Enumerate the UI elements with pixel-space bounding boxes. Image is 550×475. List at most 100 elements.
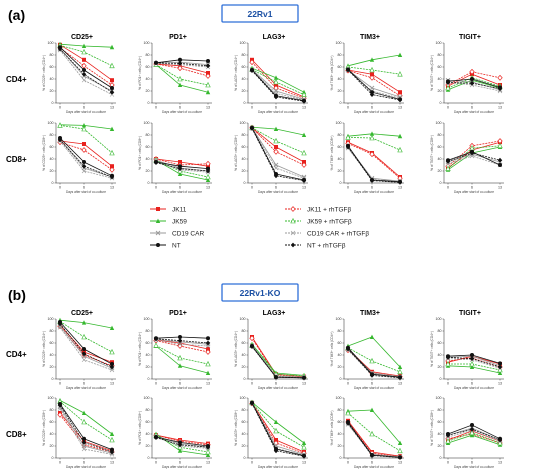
series-line [347,133,401,137]
x-tick-label: 0 [155,382,157,386]
x-tick-label: 6 [471,461,473,465]
y-tick-label: 40 [338,432,342,436]
data-point [273,165,279,171]
x-axis-title: Days after start of co-culture [258,465,298,469]
series-line [59,140,113,179]
y-axis-title: % of TIGIT+ cells (CD8+) [430,135,434,171]
y-tick-label: 100 [336,396,342,400]
data-point [397,368,403,375]
data-point [274,83,278,87]
x-tick-label: 13 [110,461,114,465]
data-point [81,43,87,48]
legend-marker [290,217,296,224]
y-tick-label: 20 [338,365,342,369]
y-tick-label: 40 [146,77,150,81]
data-point [273,148,279,155]
section-title: 22Rv1-KO [240,288,281,298]
series-line [59,139,113,178]
data-point [205,63,211,69]
y-tick-label: 0 [440,181,442,185]
data-point [57,406,63,412]
data-point [110,86,114,90]
y-tick-label: 0 [244,377,246,381]
series-line [251,70,305,102]
x-tick-label: 6 [275,382,277,386]
data-point [369,92,375,97]
data-point [205,89,211,95]
data-point [273,374,279,380]
x-tick-label: 6 [83,382,85,386]
data-point [109,89,115,95]
data-point [81,351,87,357]
y-tick-label: 60 [242,65,246,69]
chart-panel: 0 20 40 60 80 100 0 6 13 Days after start of co-c… [42,317,116,390]
y-tick-label: 20 [242,365,246,369]
data-point [109,44,115,50]
data-point [369,131,375,136]
x-axis-title: Days after start of co-culture [258,386,298,390]
x-axis-title: Days after start of co-culture [258,190,298,194]
y-tick-label: 60 [242,145,246,149]
y-tick-label: 40 [242,157,246,161]
data-point [81,48,87,55]
y-tick-label: 80 [50,329,54,333]
series-line [251,128,305,179]
data-point [178,335,182,339]
data-point [153,435,159,440]
x-tick-label: 6 [179,186,181,190]
y-tick-label: 20 [50,89,54,93]
panel-title: PD1+ [169,310,187,317]
data-point [81,168,87,174]
panel-title: TIGIT+ [459,34,481,41]
x-tick-label: 13 [498,106,502,110]
y-tick-label: 100 [144,317,150,321]
y-tick-label: 0 [244,456,246,460]
data-point [274,438,278,442]
y-tick-label: 80 [50,133,54,137]
x-tick-label: 0 [59,106,61,110]
y-tick-label: 20 [146,169,150,173]
x-tick-label: 0 [347,382,349,386]
x-tick-label: 13 [206,106,210,110]
data-point [301,174,307,180]
data-point [205,452,211,457]
chart-panel: 0 20 40 60 80 100 0 6 13 Days after start of co-c… [430,317,504,390]
data-point [498,361,502,366]
y-tick-label: 40 [438,353,442,357]
data-point [110,362,114,366]
x-tick-label: 13 [206,461,210,465]
chart-panel: 0 20 40 60 80 100 0 6 13 Days after start of co-c… [330,317,404,390]
series-line [155,345,209,365]
data-point [369,407,375,412]
x-axis-title: Days after start of co-culture [354,465,394,469]
y-tick-label: 80 [146,53,150,57]
legend-item: JK59 + rhTGFβ [285,217,352,225]
y-tick-label: 100 [48,121,54,125]
legend-marker [290,242,296,248]
series-line [251,337,305,378]
chart-panel: 0 20 40 60 80 100 0 6 13 Days after start of co-c… [430,121,504,194]
legend-label: CD19 CAR + rhTGFβ [307,230,369,237]
data-point [301,453,307,459]
x-tick-label: 13 [302,382,306,386]
series-line [251,346,305,379]
y-tick-label: 0 [340,181,342,185]
data-point [249,59,255,66]
y-tick-label: 40 [242,353,246,357]
x-tick-label: 13 [498,382,502,386]
data-point [153,160,159,165]
data-point [397,71,403,77]
y-axis-title: % of LAG3+ cells (CD8+) [234,410,238,446]
x-axis-title: Days after start of co-culture [454,386,494,390]
series-line [59,45,113,67]
y-tick-label: 60 [438,341,442,345]
data-point [445,84,451,91]
y-axis-title: % of LAG3+ cells (CD8+) [234,135,238,171]
data-point [369,151,375,158]
series-line [251,403,305,456]
data-point [177,61,183,66]
data-point [177,338,183,343]
data-point [469,426,475,432]
data-point [301,375,307,381]
x-tick-label: 6 [179,382,181,386]
